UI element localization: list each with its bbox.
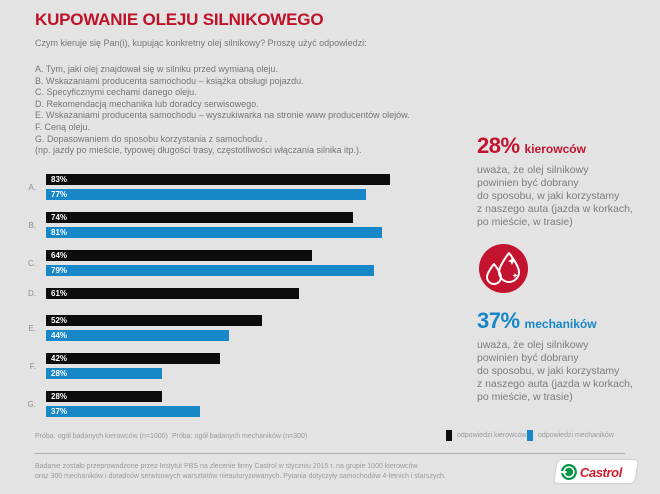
callout-drivers-group: kierowców bbox=[524, 142, 586, 156]
callout-drivers: 28% kierowców uważa, że olej silnikowy p… bbox=[477, 133, 649, 229]
bar-C-mechanicy: 79% bbox=[46, 265, 374, 276]
castrol-circle-icon bbox=[561, 463, 577, 480]
bar-pair: 52% 44% bbox=[46, 315, 262, 341]
bar-value-label: 77% bbox=[51, 190, 68, 199]
category-label: C. bbox=[28, 258, 36, 268]
bar-value-label: 37% bbox=[51, 407, 68, 416]
castrol-logo-inner: Castrol bbox=[561, 463, 622, 480]
bar-pair: 28% 37% bbox=[46, 391, 200, 417]
bar-pair: 64% 79% bbox=[46, 250, 374, 276]
bar-value-label: 81% bbox=[51, 228, 68, 237]
page-title: KUPOWANIE OLEJU SILNIKOWEGO bbox=[35, 10, 324, 29]
chart-group-D: D. 61% bbox=[0, 288, 462, 299]
callout-mechanics-stat-line: 37% mechaników bbox=[477, 308, 649, 334]
answer-option-line: D. Rekomendacją mechanika lub doradcy se… bbox=[35, 98, 259, 109]
bar-G-mechanicy: 37% bbox=[46, 406, 200, 417]
category-label: G. bbox=[27, 399, 36, 409]
bar-value-label: 44% bbox=[51, 331, 68, 340]
callout-mechanics: 37% mechaników uważa, że olej silnikowy … bbox=[477, 308, 649, 404]
bar-value-label: 52% bbox=[51, 316, 68, 325]
answer-option-line: F. Ceną oleju. bbox=[35, 121, 91, 132]
answer-option-line: C. Specyficznymi cechami danego oleju. bbox=[35, 87, 197, 98]
bar-value-label: 79% bbox=[51, 266, 68, 275]
bar-C-kierowcy: 64% bbox=[46, 250, 312, 261]
footer-divider bbox=[35, 453, 625, 454]
legend-label-mechanics: odpowiedzi mechaników bbox=[538, 432, 614, 439]
chart-group-G: G. 28% 37% bbox=[0, 391, 462, 417]
legend-item-drivers: odpowiedzi kierowców bbox=[446, 430, 527, 441]
sample-note-drivers: Próba: ogół badanych kierowców (n=1000) bbox=[35, 433, 168, 440]
chart-group-F: F. 42% 28% bbox=[0, 353, 462, 379]
chart-group-C: C. 64% 79% bbox=[0, 250, 462, 276]
answer-option-line: A. Tym, jaki olej znajdował się w silnik… bbox=[35, 64, 278, 74]
category-label: A. bbox=[28, 182, 36, 192]
legend-item-mechanics: odpowiedzi mechaników bbox=[527, 430, 614, 441]
legend-swatch-drivers bbox=[446, 430, 452, 441]
bar-pair: 74% 81% bbox=[46, 212, 382, 238]
bar-value-label: 28% bbox=[51, 392, 68, 401]
bar-A-kierowcy: 83% bbox=[46, 174, 390, 185]
callout-drivers-stat-line: 28% kierowców bbox=[477, 133, 649, 159]
page-subtitle: Czym kieruje się Pan(i), kupując konkret… bbox=[35, 38, 367, 48]
callout-drivers-body: uważa, że olej silnikowy powinien być do… bbox=[477, 164, 633, 228]
chart-meta-row: Próba: ogół badanych kierowców (n=1000) … bbox=[0, 430, 660, 444]
chart-group-B: B. 74% 81% bbox=[0, 212, 462, 238]
callout-mechanics-stat: 37% bbox=[477, 308, 520, 333]
answer-option-line: (np. jazdy po mieście, typowej długości … bbox=[35, 145, 362, 156]
sample-note-mechanics: Próba: ogół badanych mechaników (n=300) bbox=[172, 433, 308, 440]
answer-options-list: A. Tym, jaki olej znajdował się w silnik… bbox=[35, 64, 410, 157]
footer-note: Badanie zostało przeprowadzone przez Ins… bbox=[35, 463, 446, 480]
bar-pair: 83% 77% bbox=[46, 174, 390, 200]
answer-option-line: E. Wskazaniami producenta samochodu – wy… bbox=[35, 110, 410, 121]
bar-chart: A. 83% 77% B. 74% 81% C. 64% 79% D. 61% E. 52% 44% F. 4… bbox=[0, 174, 462, 429]
callout-drivers-stat: 28% bbox=[477, 133, 520, 158]
bar-B-kierowcy: 74% bbox=[46, 212, 353, 223]
legend-label-drivers: odpowiedzi kierowców bbox=[457, 432, 527, 439]
bar-E-mechanicy: 44% bbox=[46, 330, 229, 341]
category-label: E. bbox=[28, 323, 36, 333]
chart-group-A: A. 83% 77% bbox=[0, 174, 462, 200]
bar-value-label: 42% bbox=[51, 354, 68, 363]
answer-option-line: B. Wskazaniami producenta samochodu – ks… bbox=[35, 75, 304, 86]
bar-G-kierowcy: 28% bbox=[46, 391, 162, 402]
bar-value-label: 74% bbox=[51, 213, 68, 222]
chart-group-E: E. 52% 44% bbox=[0, 315, 462, 341]
bar-F-mechanicy: 28% bbox=[46, 368, 162, 379]
bar-B-mechanicy: 81% bbox=[46, 227, 382, 238]
castrol-logo: Castrol bbox=[553, 460, 639, 483]
bar-E-kierowcy: 52% bbox=[46, 315, 262, 326]
oil-drops-badge-icon bbox=[479, 244, 528, 293]
category-label: F. bbox=[29, 361, 36, 371]
answer-option-line: G. Dopasowaniem do sposobu korzystania z… bbox=[35, 133, 268, 144]
bar-A-mechanicy: 77% bbox=[46, 189, 366, 200]
bar-pair: 42% 28% bbox=[46, 353, 220, 379]
callout-mechanics-group: mechaników bbox=[524, 317, 597, 331]
bar-value-label: 83% bbox=[51, 175, 68, 184]
bar-F-kierowcy: 42% bbox=[46, 353, 220, 364]
bar-pair: 61% bbox=[46, 288, 299, 299]
callout-mechanics-body: uważa, że olej silnikowy powinien być do… bbox=[477, 339, 633, 403]
bar-value-label: 64% bbox=[51, 251, 68, 260]
category-label: B. bbox=[28, 220, 36, 230]
castrol-logo-text: Castrol bbox=[580, 464, 622, 479]
bar-value-label: 28% bbox=[51, 369, 68, 378]
bar-value-label: 61% bbox=[51, 289, 68, 298]
legend-swatch-mechanics bbox=[527, 430, 533, 441]
bar-D-kierowcy: 61% bbox=[46, 288, 299, 299]
category-label: D. bbox=[28, 289, 36, 298]
